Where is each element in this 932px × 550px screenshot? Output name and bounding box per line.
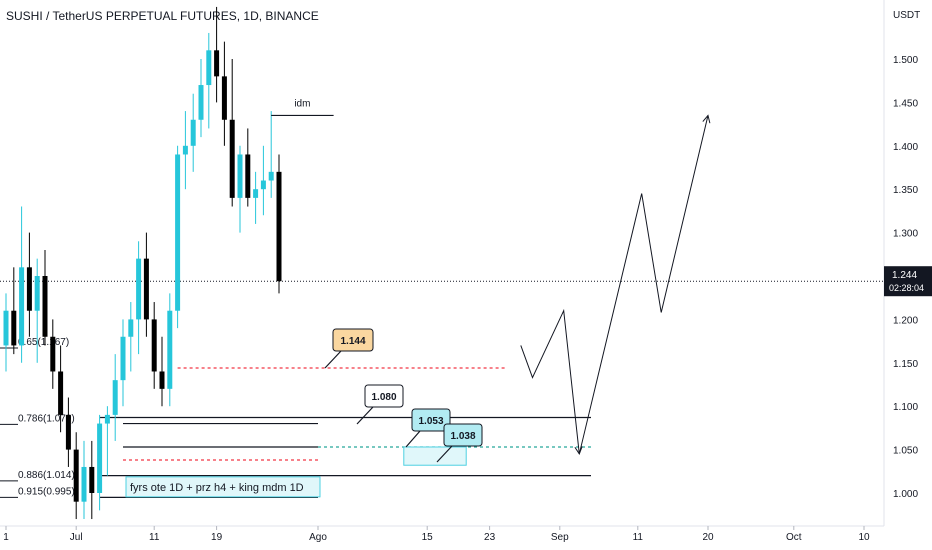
callout-pointer [436,445,453,463]
projection-arrowhead [574,446,583,456]
price-callout-box [411,408,451,432]
time-tick-label: 11 [149,532,160,543]
candle-body [268,171,274,181]
time-tick-label: 19 [211,532,223,543]
candle-body [112,380,118,415]
candle-body [253,189,259,198]
price-tick-label: 1.050 [893,446,918,457]
candle-body [229,119,235,198]
callout-pointer [324,350,342,369]
candle-body [167,310,173,389]
axes-layer: USDT 1.0001.0501.1001.1501.2001.2501.300… [3,10,920,543]
price-tick-label: 1.350 [893,185,918,196]
time-tick-label: Ago [309,532,327,543]
candle-body [214,50,220,77]
time-tick-label: Sep [551,532,569,543]
candle-body [26,267,32,311]
candle-body [65,414,71,450]
price-tick-label: 1.500 [893,55,918,66]
candle-body [206,50,212,86]
annotation-text: fyrs ote 1D + prz h4 + king mdm 1D [130,482,304,494]
candle-body [276,171,282,282]
projection-arrowhead [702,114,711,124]
time-tick-label: 20 [702,532,714,543]
annotation-box [125,476,321,498]
idm-label: idm [294,98,310,109]
candle-body [104,414,110,424]
candle-body [237,154,243,198]
levels-layer: 0.65(1.167) 0.786(1.079) 0.886(1.014) 0.915… [0,280,884,498]
price-tick-label: 1.450 [893,98,918,109]
fib-level-label: 0.915(0.995) [18,486,75,497]
price-axis-unit: USDT [893,10,920,21]
time-tick-label: 15 [422,532,434,543]
candle-body [50,336,56,372]
candle-body [11,310,17,346]
candle-body [143,258,149,320]
price-callout-box [364,384,404,408]
candle-body [260,180,266,190]
candle-body [151,319,157,372]
time-tick-label: 1 [3,532,9,543]
price-callout-label: 1.038 [450,431,475,442]
price-callout-label: 1.144 [340,336,365,347]
candle-body [3,310,9,346]
candle-body [221,76,227,120]
candle-body [73,449,79,502]
candle-body [42,276,48,337]
price-tick-label: 1.100 [893,402,918,413]
candle-body [198,85,204,120]
candle-body [159,371,165,389]
countdown-timer: 02:28:04 [889,283,924,293]
price-callout-box [443,423,483,447]
candle-body [190,119,196,146]
price-callout-label: 1.053 [418,416,443,427]
price-tick-label: 1.400 [893,142,918,153]
candle-body [34,276,40,311]
time-tick-label: 11 [633,532,644,543]
price-tick-label: 1.000 [893,489,918,500]
candle-body [136,258,142,320]
callout-pointer [405,430,421,448]
price-callout-box [332,328,374,352]
candle-body [182,145,188,155]
time-tick-label: 23 [484,532,496,543]
current-price-value: 1.244 [892,270,917,281]
current-price-marker: 1.244 02:28:04 [884,266,932,297]
demand-zone-box [403,446,467,466]
drawings-layer: idm 1.144 1.080 1.053 1.038 fyrs ote 1D + prz… [125,98,711,498]
candle-body [128,319,134,337]
candle-body [19,267,25,346]
chart-title: SUSHI / TetherUS PERPETUAL FUTURES, 1D, … [6,9,319,23]
current-price-tag [884,266,932,297]
candle-body [97,423,103,493]
callout-pointer [356,406,374,425]
candles-layer [3,6,282,520]
candle-body [81,466,87,502]
price-tick-label: 1.200 [893,315,918,326]
time-tick-label: Jul [70,532,83,543]
time-tick-label: 10 [858,532,870,543]
price-tick-label: 1.150 [893,359,918,370]
fib-level-label: 0.65(1.167) [18,337,69,348]
candle-body [245,154,251,198]
price-callout-label: 1.080 [371,392,396,403]
price-tick-label: 1.300 [893,229,918,240]
projection-path [520,115,709,455]
candle-body [89,466,95,493]
candle-body [58,371,64,415]
candle-body [175,154,181,311]
fib-level-label: 0.886(1.014) [18,470,75,481]
candle-body [120,336,126,381]
time-tick-label: Oct [786,532,802,543]
fib-level-label: 0.786(1.079) [18,413,75,424]
